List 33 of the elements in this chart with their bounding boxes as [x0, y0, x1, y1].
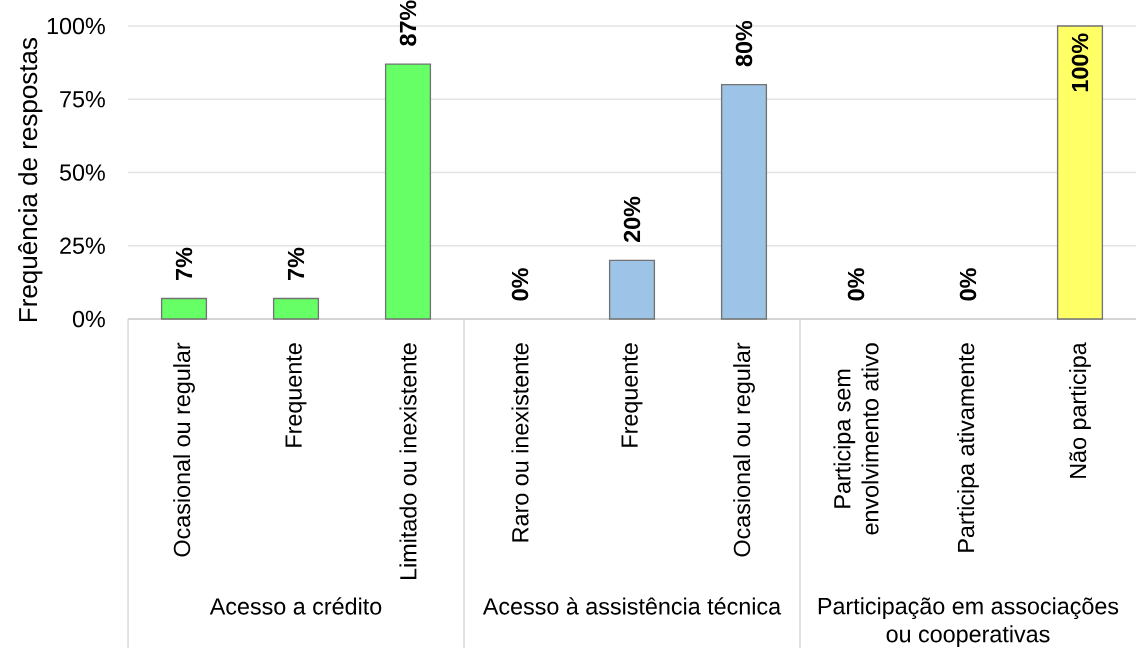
bar: [272, 297, 320, 320]
x-tick-label: Participa ativamente: [957, 343, 979, 552]
y-tick-label: 50%: [59, 164, 105, 181]
text: Participação em associações ou cooperativas: [818, 597, 1119, 648]
x-tick-label: Participa sem envolvimento ativo: [833, 343, 879, 535]
y-tick-label: 100%: [47, 17, 105, 35]
y-tick-label: 25%: [60, 237, 105, 254]
x-tick-label: Limitado ou inexistente: [399, 343, 417, 579]
data-label: 7%: [175, 247, 193, 280]
data-label: 87%: [399, 0, 417, 46]
data-label: 100%: [1071, 33, 1089, 92]
data-label: 20%: [623, 196, 641, 242]
x-tick-label: Ocasional ou regular: [173, 342, 195, 557]
data-label: 0%: [847, 268, 865, 301]
data-label: 0%: [959, 268, 977, 301]
x-tick-label: Frequente: [285, 343, 307, 447]
y-tick-label: 0%: [72, 310, 105, 328]
text: Acesso à assistência técnica: [482, 597, 782, 615]
x-tick-label: Não participa: [1069, 342, 1091, 478]
y-tick-label: 75%: [60, 91, 105, 108]
data-label: 7%: [287, 247, 305, 280]
x-tick-label: Raro ou inexistente: [511, 343, 529, 542]
y-axis-title: Frequência de respostas: [18, 38, 43, 322]
bar: [160, 297, 208, 320]
data-label: 80%: [735, 20, 753, 67]
bar: [1056, 25, 1104, 320]
x-tick-label: Ocasional ou regular: [733, 342, 755, 557]
text: Acesso a crédito: [209, 597, 382, 615]
bar: [608, 259, 656, 320]
x-tick-label: Frequente: [621, 343, 643, 447]
data-label: 0%: [511, 268, 529, 301]
bar: [720, 83, 768, 320]
bar: [384, 63, 432, 320]
